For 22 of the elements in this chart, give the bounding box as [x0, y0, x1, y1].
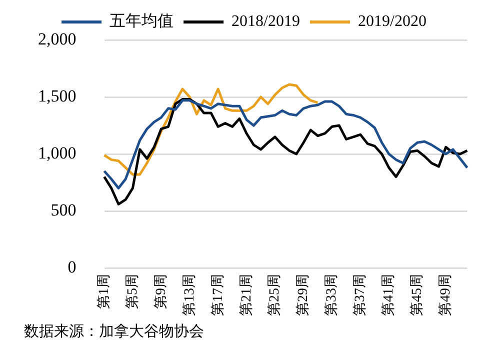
- source-note: 数据来源：加拿大谷物协会: [24, 322, 204, 341]
- x-tick-label: 第21周: [238, 274, 254, 316]
- y-tick-label: 500: [50, 200, 76, 220]
- x-tick-label: 第1周: [96, 274, 112, 309]
- y-tick-label: 1,500: [38, 86, 76, 106]
- y-tick-label: 0: [68, 257, 76, 276]
- x-tick-label: 第5周: [124, 274, 140, 309]
- legend-label: 五年均值: [110, 13, 174, 30]
- x-tick-label: 第9周: [152, 274, 169, 309]
- y-tick-label: 2,000: [38, 29, 76, 48]
- x-tick-label: 第33周: [324, 274, 340, 316]
- y-tick-label: 1,000: [38, 143, 76, 162]
- x-tick-label: 第17周: [210, 274, 226, 316]
- x-tick-label: 第37周: [352, 274, 368, 316]
- x-tick-label: 第13周: [181, 274, 198, 316]
- legend-label: 2018/2019: [232, 13, 300, 30]
- x-tick-label: 第45周: [409, 274, 426, 316]
- x-tick-label: 第41周: [380, 274, 397, 316]
- x-tick-label: 第49周: [438, 274, 454, 316]
- x-tick-label: 第25周: [266, 274, 283, 316]
- x-tick-label: 第29周: [295, 274, 312, 316]
- legend-label: 2019/2020: [358, 13, 426, 30]
